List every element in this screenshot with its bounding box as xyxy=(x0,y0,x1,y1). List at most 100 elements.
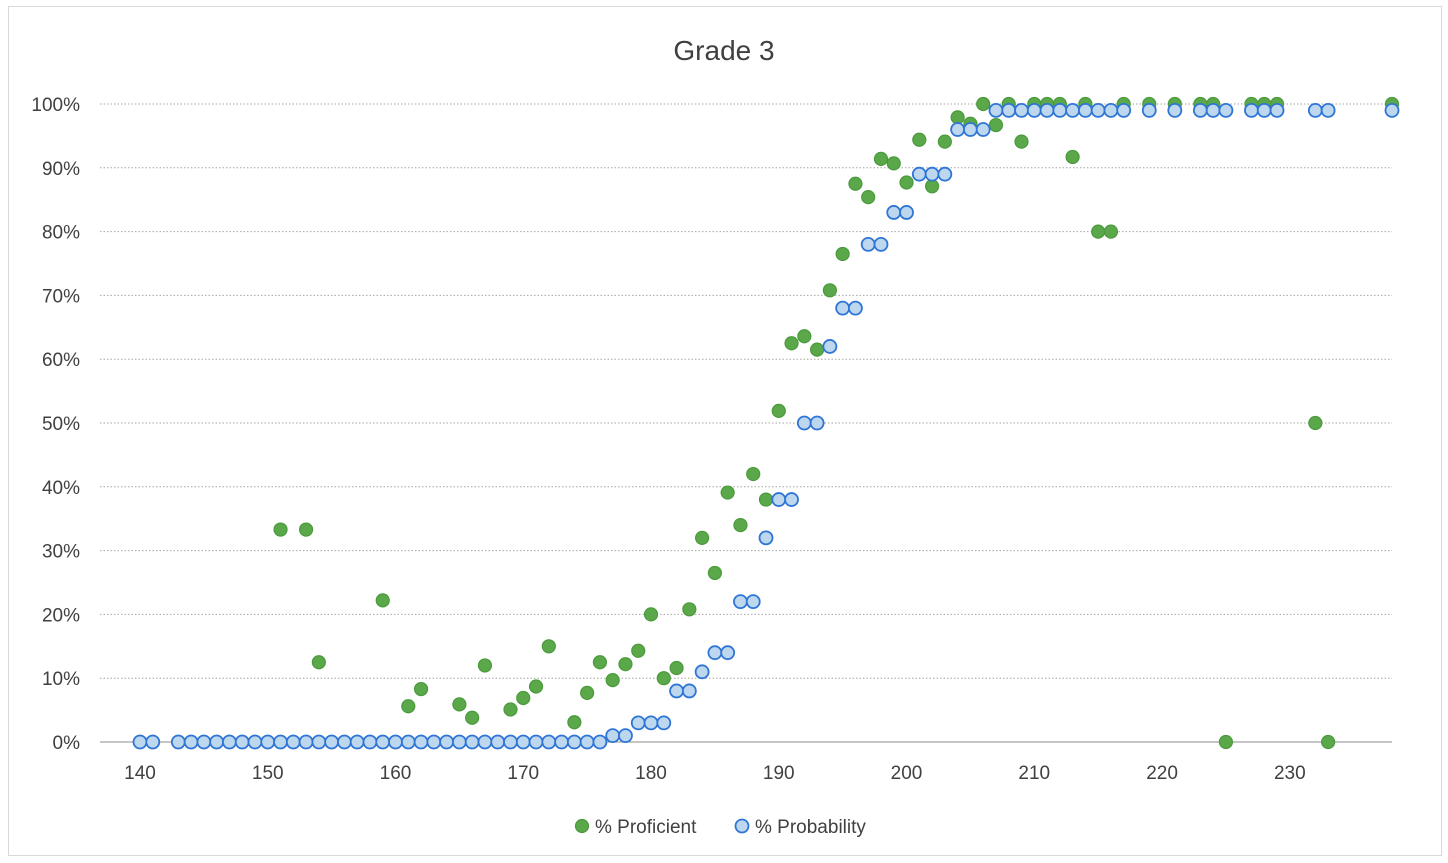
data-point xyxy=(247,734,263,750)
gridlines xyxy=(100,103,1392,743)
data-point xyxy=(924,166,940,182)
data-point xyxy=(976,96,991,112)
data-point xyxy=(707,565,722,581)
data-point xyxy=(886,205,902,220)
legend-probability-label: % Probability xyxy=(755,817,866,838)
y-axis-ticks: 0% 10% 20% 30% 40% 50% 60% 70% 80% 90% 100% xyxy=(31,95,80,754)
data-point xyxy=(618,657,633,672)
data-point xyxy=(1091,224,1106,239)
data-point xyxy=(362,734,378,750)
data-point xyxy=(1218,102,1234,118)
data-point xyxy=(209,734,225,750)
data-point xyxy=(528,734,544,750)
data-point xyxy=(733,594,748,610)
data-point xyxy=(222,734,237,750)
data-point xyxy=(950,110,965,125)
x-axis-ticks: 140 150 160 170 180 190 200 210 220 230 xyxy=(124,763,1305,784)
y-tick-label: 30% xyxy=(42,542,80,563)
data-point xyxy=(273,734,288,750)
data-point xyxy=(349,734,365,750)
x-tick-label: 200 xyxy=(891,763,923,784)
y-tick-label: 80% xyxy=(42,223,80,244)
data-point xyxy=(311,734,327,750)
data-point xyxy=(465,710,480,725)
data-point xyxy=(707,645,723,661)
data-point xyxy=(771,403,786,418)
data-point xyxy=(400,734,416,750)
data-point xyxy=(375,593,390,608)
data-point xyxy=(477,734,493,750)
data-point xyxy=(516,690,531,706)
data-point xyxy=(273,522,288,537)
data-point xyxy=(580,685,595,700)
data-point xyxy=(873,236,889,252)
y-tick-label: 70% xyxy=(42,286,80,307)
data-point xyxy=(1141,102,1157,118)
data-point xyxy=(656,715,672,731)
legend-proficient-marker xyxy=(574,818,590,834)
data-points xyxy=(132,96,1400,750)
x-tick-label: 140 xyxy=(124,763,156,784)
data-point xyxy=(1052,102,1068,118)
data-point xyxy=(503,702,518,717)
data-point xyxy=(681,683,697,699)
y-tick-label: 50% xyxy=(42,414,80,435)
data-point xyxy=(1077,102,1093,118)
data-point xyxy=(451,734,467,750)
data-point xyxy=(1192,102,1208,118)
data-point xyxy=(298,522,314,537)
data-point xyxy=(170,734,186,750)
data-point xyxy=(1308,415,1323,431)
data-point xyxy=(809,415,825,431)
data-point xyxy=(656,671,671,686)
data-point xyxy=(1001,102,1017,118)
data-point xyxy=(758,492,774,507)
data-point xyxy=(835,300,851,316)
data-point xyxy=(694,664,710,680)
data-point xyxy=(860,236,876,252)
data-point xyxy=(1256,102,1272,118)
data-point xyxy=(745,594,761,610)
data-point xyxy=(567,715,582,730)
y-tick-label: 40% xyxy=(42,478,80,499)
y-tick-label: 20% xyxy=(42,605,80,626)
x-tick-label: 190 xyxy=(763,763,795,784)
data-point xyxy=(196,734,212,750)
data-point xyxy=(861,190,876,205)
data-point xyxy=(541,639,556,654)
y-tick-label: 90% xyxy=(42,159,80,180)
data-point xyxy=(337,734,352,750)
data-point xyxy=(528,679,544,694)
data-point xyxy=(477,658,493,673)
data-point xyxy=(1103,102,1119,118)
data-point xyxy=(311,655,326,670)
data-point xyxy=(1116,102,1132,118)
data-point xyxy=(631,643,646,658)
data-point xyxy=(822,283,837,298)
x-tick-label: 220 xyxy=(1146,763,1178,784)
x-tick-label: 180 xyxy=(635,763,667,784)
data-point xyxy=(669,660,684,676)
data-point xyxy=(1218,734,1234,750)
data-point xyxy=(452,697,467,712)
legend: % Proficient % Probability xyxy=(574,817,866,838)
data-point xyxy=(720,485,735,500)
data-point xyxy=(1205,102,1221,118)
data-point xyxy=(899,175,914,190)
data-point xyxy=(1244,102,1259,118)
data-point xyxy=(579,734,595,750)
data-point xyxy=(643,715,659,731)
data-point xyxy=(1307,102,1323,118)
data-point xyxy=(1014,102,1029,118)
data-point xyxy=(975,122,991,137)
data-point xyxy=(515,734,531,750)
data-point xyxy=(426,734,442,750)
data-point xyxy=(899,205,914,220)
data-point xyxy=(937,134,952,149)
data-point xyxy=(592,655,608,670)
legend-proficient-label: % Proficient xyxy=(595,817,697,838)
data-point xyxy=(132,734,148,750)
data-point xyxy=(618,728,633,744)
data-point xyxy=(1039,102,1055,118)
data-point xyxy=(605,673,620,688)
